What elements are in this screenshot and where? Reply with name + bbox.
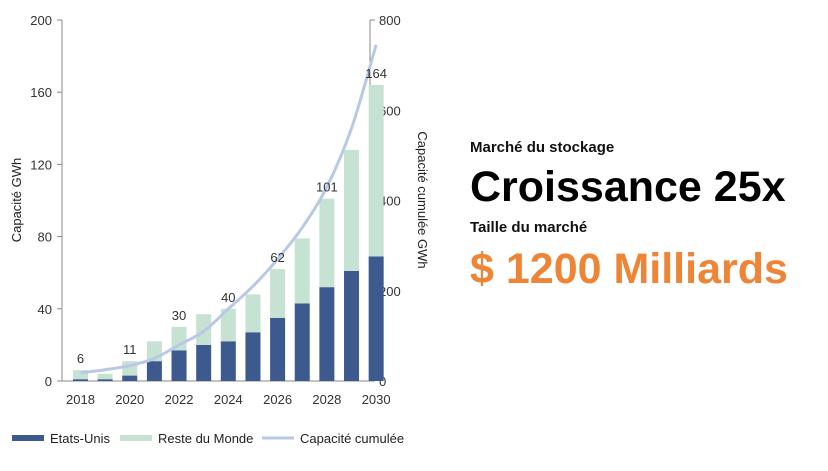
right-tick-label: 200 — [379, 284, 401, 299]
bar-etats-unis — [319, 287, 335, 381]
total-label: 6 — [77, 351, 84, 366]
bar-etats-unis — [270, 317, 286, 381]
left-tick-label: 40 — [38, 302, 52, 317]
cumulative-capacity-line — [80, 44, 378, 375]
total-label: 11 — [123, 342, 137, 357]
kicker-text: Marché du stockage — [470, 139, 615, 156]
bar-etats-unis — [368, 256, 384, 381]
x-axis-ticks: 2018 2020 2022 2024 2026 2028 2030 — [66, 392, 391, 407]
growth-headline: Croissance 25x — [470, 163, 786, 211]
bar-reste-du-monde — [270, 269, 286, 318]
total-label: 62 — [270, 250, 284, 265]
bar-etats-unis — [97, 379, 113, 381]
total-label: 101 — [316, 180, 338, 195]
bar-etats-unis — [294, 303, 310, 381]
left-tick-label: 80 — [38, 230, 52, 245]
bar-reste-du-monde — [245, 294, 261, 333]
bar-etats-unis — [245, 332, 261, 381]
x-tick-label: 2022 — [165, 392, 194, 407]
legend-swatch-etats-unis — [12, 435, 44, 441]
side-panel: Marché du stockage Croissance 25x Taille… — [470, 138, 788, 294]
bar-reste-du-monde — [344, 149, 360, 271]
bar-etats-unis — [122, 375, 138, 381]
x-tick-label: 2020 — [115, 392, 144, 407]
x-tick-label: 2028 — [312, 392, 341, 407]
bar-reste-du-monde — [97, 373, 113, 380]
bar-etats-unis — [146, 361, 162, 381]
bar-etats-unis — [344, 270, 360, 381]
y2-axis-title: Capacité cumulée GWh — [415, 131, 430, 268]
right-tick-label: 800 — [379, 13, 401, 28]
bar-reste-du-monde — [72, 370, 88, 380]
left-axis-ticks: 0 40 80 120 160 200 — [30, 13, 62, 389]
total-label: 30 — [172, 308, 186, 323]
left-tick-label: 200 — [30, 13, 52, 28]
left-tick-label: 0 — [45, 374, 52, 389]
legend-label-etats-unis: Etats-Unis — [50, 431, 110, 446]
left-tick-label: 160 — [30, 85, 52, 100]
y-axis-title: Capacité GWh — [9, 158, 24, 243]
bar-reste-du-monde — [220, 308, 236, 342]
bar-etats-unis — [220, 341, 236, 381]
market-size-value: $ 1200 Milliards — [470, 245, 788, 293]
bar-reste-du-monde — [368, 84, 384, 257]
bar-etats-unis — [72, 379, 88, 381]
legend-label-reste-du-monde: Reste du Monde — [158, 431, 253, 446]
bars — [72, 84, 384, 381]
left-tick-label: 120 — [30, 157, 52, 172]
legend: Etats-Unis Reste du Monde Capacité cumul… — [12, 431, 404, 446]
x-tick-label: 2018 — [66, 392, 95, 407]
market-size-label: Taille du marché — [470, 219, 588, 236]
right-tick-label: 400 — [379, 194, 401, 209]
bar-etats-unis — [171, 350, 187, 381]
total-labels: 6 11 30 40 62 101 164 — [77, 66, 387, 366]
legend-label-capacite-cumulee: Capacité cumulée — [300, 431, 404, 446]
chart: 0 40 80 120 160 200 0 200 400 600 800 2018 2020 202… — [9, 13, 430, 446]
x-tick-label: 2030 — [362, 392, 391, 407]
x-tick-label: 2024 — [214, 392, 243, 407]
bar-reste-du-monde — [319, 198, 335, 288]
x-tick-label: 2026 — [263, 392, 292, 407]
total-label: 164 — [365, 66, 387, 81]
total-label: 40 — [221, 290, 235, 305]
cumulative-line-layer — [80, 44, 378, 375]
bar-reste-du-monde — [294, 238, 310, 304]
bar-etats-unis — [196, 344, 212, 381]
right-tick-label: 0 — [379, 374, 386, 389]
legend-swatch-reste-du-monde — [120, 435, 152, 441]
right-tick-label: 600 — [379, 103, 401, 118]
